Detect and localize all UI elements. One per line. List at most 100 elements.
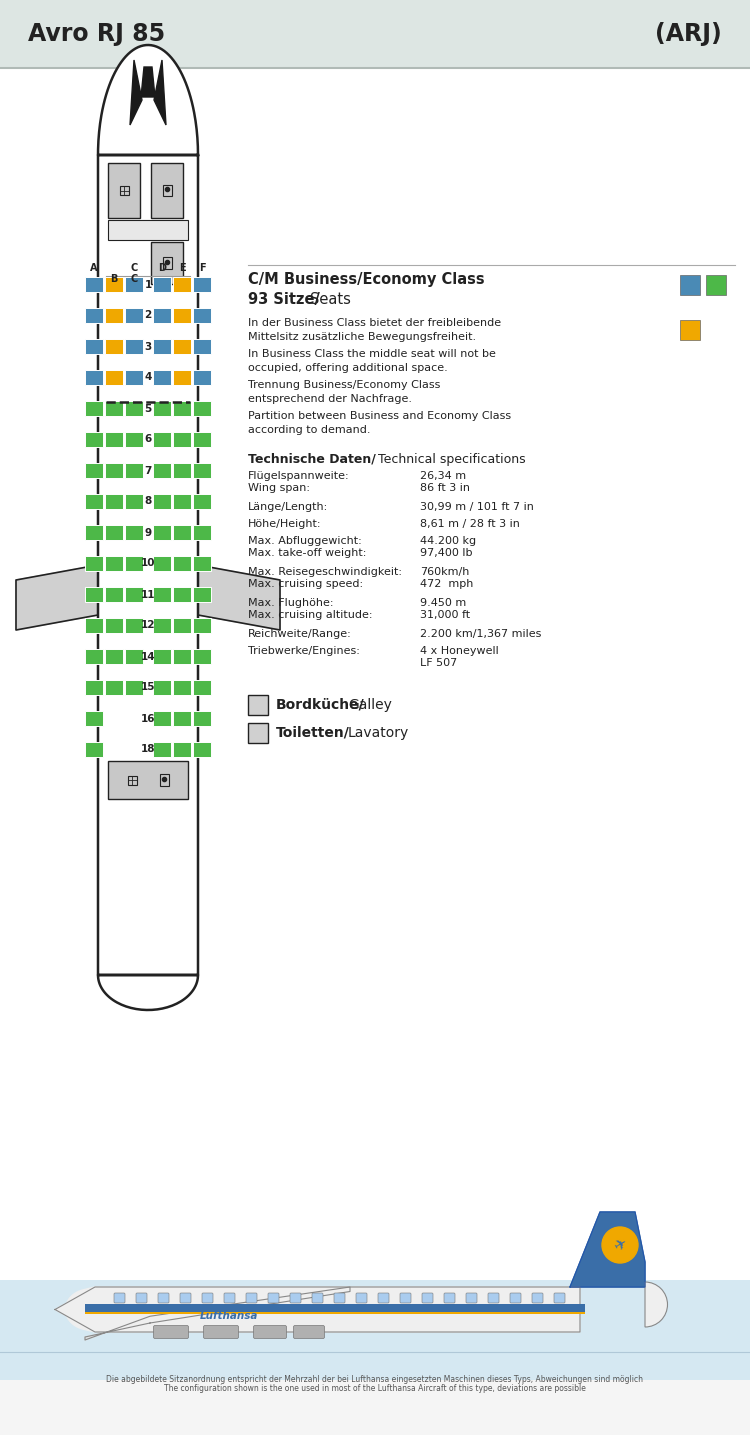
Bar [85, 309, 103, 323]
Bar [125, 649, 143, 664]
Bar [193, 494, 211, 509]
Bar [85, 742, 103, 758]
Polygon shape [16, 565, 98, 630]
FancyBboxPatch shape [180, 1293, 191, 1303]
Text: 760km/h
472  mph: 760km/h 472 mph [420, 567, 473, 590]
Bar [105, 649, 123, 664]
Text: Avro RJ 85: Avro RJ 85 [28, 22, 165, 46]
FancyBboxPatch shape [400, 1293, 411, 1303]
Bar [193, 400, 211, 416]
Polygon shape [141, 67, 155, 98]
Text: ✈: ✈ [610, 1236, 629, 1254]
Bar [85, 464, 103, 478]
Text: 2.200 km/1,367 miles: 2.200 km/1,367 miles [420, 629, 542, 639]
Bar [153, 680, 171, 695]
Polygon shape [198, 565, 280, 630]
Text: Seats: Seats [310, 291, 351, 307]
Bar [125, 277, 143, 291]
Bar [173, 649, 191, 664]
Bar [173, 618, 191, 633]
Text: Länge/Length:: Länge/Length: [248, 502, 328, 512]
Text: Reichweite/Range:: Reichweite/Range: [248, 629, 352, 639]
Bar [105, 587, 123, 603]
Bar [125, 680, 143, 695]
Text: 4 x Honeywell
LF 507: 4 x Honeywell LF 507 [420, 646, 499, 669]
Bar [125, 309, 143, 323]
Bar [85, 1303, 585, 1312]
Text: 30,99 m / 101 ft 7 in: 30,99 m / 101 ft 7 in [420, 502, 534, 512]
FancyBboxPatch shape [290, 1293, 301, 1303]
Bar [193, 710, 211, 726]
Text: 12: 12 [141, 620, 155, 630]
Text: C: C [130, 263, 138, 273]
Text: Mittelsitz zusätzliche Bewegungsfreiheit.: Mittelsitz zusätzliche Bewegungsfreiheit… [248, 331, 476, 342]
Text: A: A [90, 263, 98, 273]
Bar [173, 710, 191, 726]
Text: 8,61 m / 28 ft 3 in: 8,61 m / 28 ft 3 in [420, 519, 520, 530]
Text: F: F [199, 263, 206, 273]
Bar [125, 555, 143, 571]
FancyBboxPatch shape [154, 1326, 188, 1339]
Bar [193, 525, 211, 540]
Bar [125, 464, 143, 478]
Bar [125, 432, 143, 446]
Bar [85, 370, 103, 385]
Bar [173, 277, 191, 291]
FancyBboxPatch shape [246, 1293, 257, 1303]
Text: occupied, offering additional space.: occupied, offering additional space. [248, 363, 448, 373]
Text: Lavatory: Lavatory [348, 726, 410, 740]
FancyBboxPatch shape [510, 1293, 521, 1303]
Bar [173, 464, 191, 478]
Bar [173, 587, 191, 603]
Bar [173, 680, 191, 695]
Bar [173, 555, 191, 571]
Bar [105, 464, 123, 478]
Bar [105, 370, 123, 385]
Bar [193, 370, 211, 385]
Text: 16: 16 [141, 713, 155, 723]
Text: Höhe/Height:: Höhe/Height: [248, 519, 322, 530]
Text: according to demand.: according to demand. [248, 425, 370, 435]
Text: Technical specifications: Technical specifications [378, 453, 526, 466]
FancyBboxPatch shape [422, 1293, 433, 1303]
Bar [193, 277, 211, 291]
Bar [153, 618, 171, 633]
Bar [193, 680, 211, 695]
Bar [85, 277, 103, 291]
Text: Lufthansa: Lufthansa [200, 1312, 258, 1322]
FancyBboxPatch shape [202, 1293, 213, 1303]
Polygon shape [130, 60, 142, 125]
FancyBboxPatch shape [444, 1293, 455, 1303]
Bar [153, 587, 171, 603]
Bar [108, 761, 188, 799]
Text: In Business Class the middle seat will not be: In Business Class the middle seat will n… [248, 349, 496, 359]
Bar [85, 618, 103, 633]
Bar [193, 649, 211, 664]
FancyBboxPatch shape [356, 1293, 367, 1303]
Polygon shape [570, 1213, 645, 1287]
Text: Galley: Galley [348, 697, 392, 712]
Bar [160, 773, 169, 786]
Text: Technische Daten/: Technische Daten/ [248, 453, 376, 466]
Text: 6: 6 [144, 435, 152, 445]
FancyBboxPatch shape [378, 1293, 389, 1303]
Bar [153, 309, 171, 323]
Bar [248, 695, 268, 715]
Bar [119, 187, 128, 195]
Bar [153, 339, 171, 354]
FancyBboxPatch shape [334, 1293, 345, 1303]
Text: Trennung Business/Economy Class: Trennung Business/Economy Class [248, 380, 440, 390]
Bar [108, 220, 188, 240]
Bar [0, 1380, 750, 1435]
Bar [125, 339, 143, 354]
Bar [153, 710, 171, 726]
Bar [193, 742, 211, 758]
Bar [125, 587, 143, 603]
Bar [680, 276, 700, 296]
Bar [173, 432, 191, 446]
Text: entsprechend der Nachfrage.: entsprechend der Nachfrage. [248, 395, 412, 405]
Bar [153, 649, 171, 664]
Bar [153, 370, 171, 385]
Bar [193, 339, 211, 354]
Bar [125, 618, 143, 633]
